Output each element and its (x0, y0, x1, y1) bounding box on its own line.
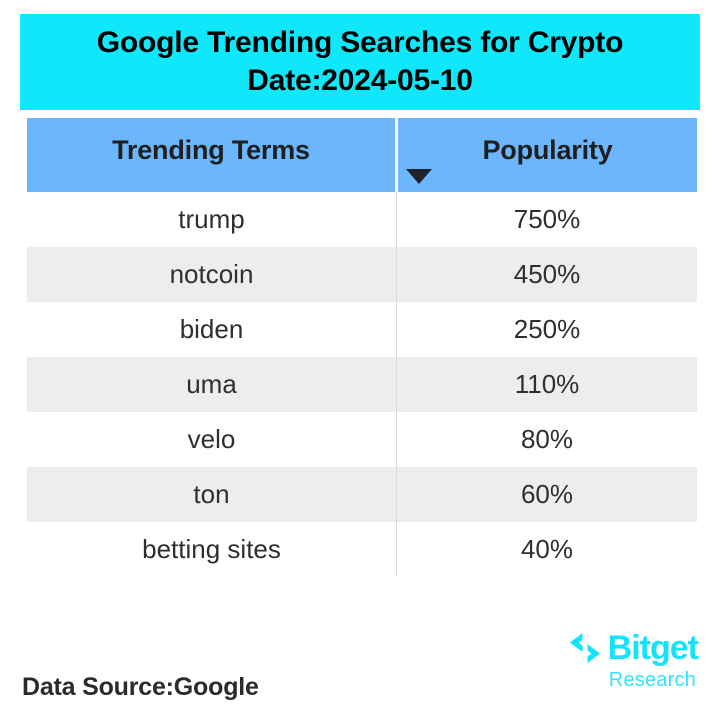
column-header-label: Trending Terms (112, 134, 310, 165)
bitget-research-logo: Bitget Research (542, 628, 699, 694)
cell-term: biden (27, 302, 397, 357)
footer: Data Source:Google Bitget Research (0, 620, 716, 710)
cell-term: uma (27, 357, 397, 412)
brand-subtitle: Research (608, 669, 696, 691)
title-banner: Google Trending Searches for Crypto Date… (20, 14, 700, 110)
cell-popularity: 40% (520, 534, 574, 564)
cell-popularity: 450% (513, 259, 581, 289)
cell-popularity: 60% (520, 479, 574, 509)
bitget-double-chevron-icon (569, 633, 600, 663)
trending-table: Trending Terms Popularity trump 750% not… (27, 118, 697, 577)
cell-popularity: 750% (513, 204, 581, 234)
table-header-row: Trending Terms Popularity (27, 118, 697, 192)
table-row: biden 250% (27, 302, 697, 357)
page-title: Google Trending Searches for Crypto (96, 25, 624, 59)
cell-popularity: 250% (513, 314, 581, 344)
brand-name: Bitget (607, 629, 699, 667)
column-header-trending-terms[interactable]: Trending Terms (27, 118, 395, 192)
data-source-label: Data Source:Google (22, 673, 259, 701)
triangle-down-icon[interactable] (406, 169, 432, 184)
table-row: velo 80% (27, 412, 697, 467)
page-subtitle-date: Date:2024-05-10 (247, 64, 473, 97)
cell-popularity: 110% (514, 369, 580, 399)
table-row: ton 60% (27, 467, 697, 522)
column-header-label: Popularity (482, 134, 613, 165)
column-header-popularity[interactable]: Popularity (398, 118, 697, 192)
table-body: trump 750% notcoin 450% biden 250% uma 1… (27, 192, 697, 577)
table-row: betting sites 40% (27, 522, 697, 577)
table-row: trump 750% (27, 192, 697, 247)
table-row: notcoin 450% (27, 247, 697, 302)
brand-top-row: Bitget (542, 628, 699, 668)
cell-term: ton (27, 467, 397, 522)
table-row: uma 110% (27, 357, 697, 412)
cell-term: notcoin (27, 247, 397, 302)
cell-term: trump (27, 192, 397, 247)
cell-popularity: 80% (520, 424, 574, 454)
cell-term: betting sites (27, 522, 397, 577)
cell-term: velo (27, 412, 397, 467)
